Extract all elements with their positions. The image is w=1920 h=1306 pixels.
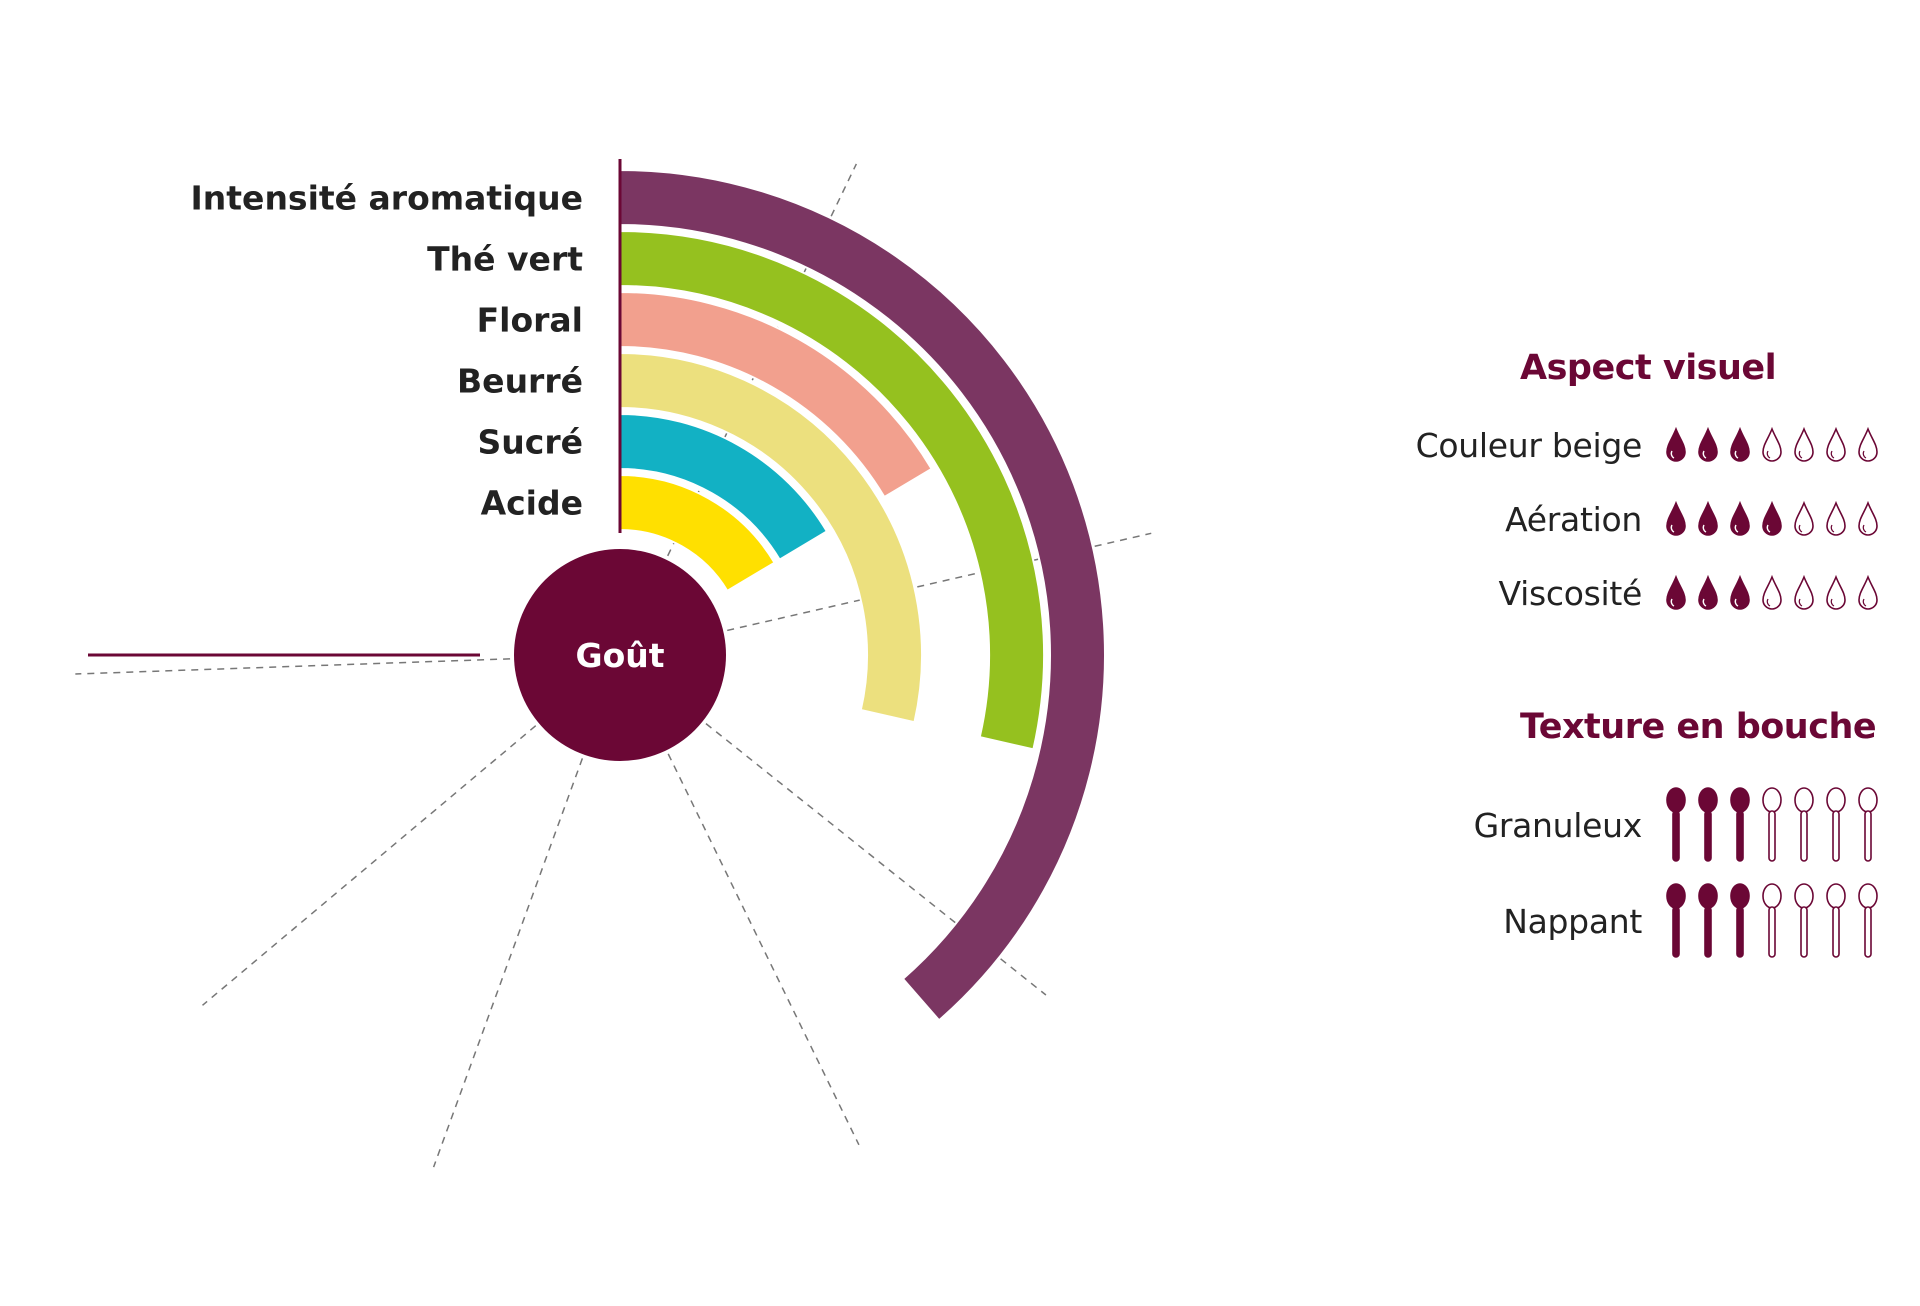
aspect-visuel-title: Aspect visuel	[1520, 348, 1777, 388]
drop-icon	[1762, 427, 1782, 462]
drop-icon	[1666, 427, 1686, 462]
spoon-icon	[1666, 787, 1686, 862]
drop-icon	[1698, 427, 1718, 462]
ring-sucr-	[619, 412, 829, 561]
drop-icon	[1698, 575, 1718, 610]
series-label-5: Intensité aromatique	[191, 179, 583, 218]
spoon-icon	[1698, 883, 1718, 958]
aspect-rating-0	[1664, 427, 1880, 463]
drop-icon	[1858, 575, 1878, 610]
spoon-icon	[1730, 883, 1750, 958]
texture-rating-0	[1664, 787, 1880, 863]
texture-rating-1	[1664, 883, 1880, 959]
aspect-label-1: Aération	[1505, 499, 1642, 539]
texture-title: Texture en bouche	[1520, 707, 1877, 747]
aspect-row-2: Viscosité	[1499, 563, 1880, 623]
drop-icon	[1794, 501, 1814, 536]
aspect-rating-1	[1664, 501, 1880, 537]
drop-icon	[1730, 575, 1750, 610]
spoon-icon	[1666, 883, 1686, 958]
ring-beurr-	[619, 351, 923, 724]
spoon-icon	[1762, 883, 1782, 958]
drop-icon	[1730, 427, 1750, 462]
center-circle	[514, 549, 726, 761]
drop-icon	[1698, 501, 1718, 536]
drop-icon	[1826, 501, 1846, 536]
ring-floral	[619, 290, 933, 499]
spoon-icon	[1730, 787, 1750, 862]
texture-label-1: Nappant	[1503, 901, 1642, 941]
spoon-icon	[1826, 787, 1846, 862]
texture-label-0: Granuleux	[1473, 805, 1643, 845]
drop-icon	[1794, 575, 1814, 610]
drop-icon	[1826, 427, 1846, 462]
aspect-label-0: Couleur beige	[1415, 425, 1643, 465]
series-label-4: Thé vert	[427, 240, 583, 279]
spoon-icon	[1698, 787, 1718, 862]
grid-ray-6	[75, 658, 511, 675]
texture-row-1: Nappant	[1503, 883, 1880, 958]
aspect-row-0: Couleur beige	[1416, 415, 1880, 475]
spoon-icon	[1794, 883, 1814, 958]
spoon-icon	[1826, 883, 1846, 958]
spoon-icon	[1858, 787, 1878, 862]
aspect-row-1: Aération	[1505, 489, 1880, 549]
ring-intensit-aromatique	[619, 168, 1106, 1022]
series-label-1: Sucré	[478, 423, 583, 462]
ring-acide	[619, 473, 776, 593]
center-label: Goût	[575, 636, 664, 675]
drop-icon	[1794, 427, 1814, 462]
drop-icon	[1826, 575, 1846, 610]
series-label-0: Acide	[481, 484, 583, 523]
taste-radial-chart: Intensité aromatique Thé vert Floral Beurré…	[75, 159, 1152, 1168]
grid-ray-3	[667, 753, 860, 1146]
spoon-icon	[1794, 787, 1814, 862]
aspect-rating-2	[1664, 575, 1880, 611]
drop-icon	[1858, 501, 1878, 536]
ring-th-vert	[619, 229, 1045, 751]
grid-ray-5	[202, 725, 537, 1006]
drop-icon	[1762, 575, 1782, 610]
aspect-label-2: Viscosité	[1498, 573, 1643, 613]
drop-icon	[1730, 501, 1750, 536]
drop-icon	[1666, 575, 1686, 610]
series-label-2: Beurré	[457, 362, 583, 401]
grid-ray-4	[432, 758, 584, 1168]
spoon-icon	[1858, 883, 1878, 958]
spoon-icon	[1762, 787, 1782, 862]
series-label-3: Floral	[477, 301, 583, 340]
texture-row-0: Granuleux	[1473, 787, 1880, 862]
drop-icon	[1762, 501, 1782, 536]
drop-icon	[1858, 427, 1878, 462]
drop-icon	[1666, 501, 1686, 536]
